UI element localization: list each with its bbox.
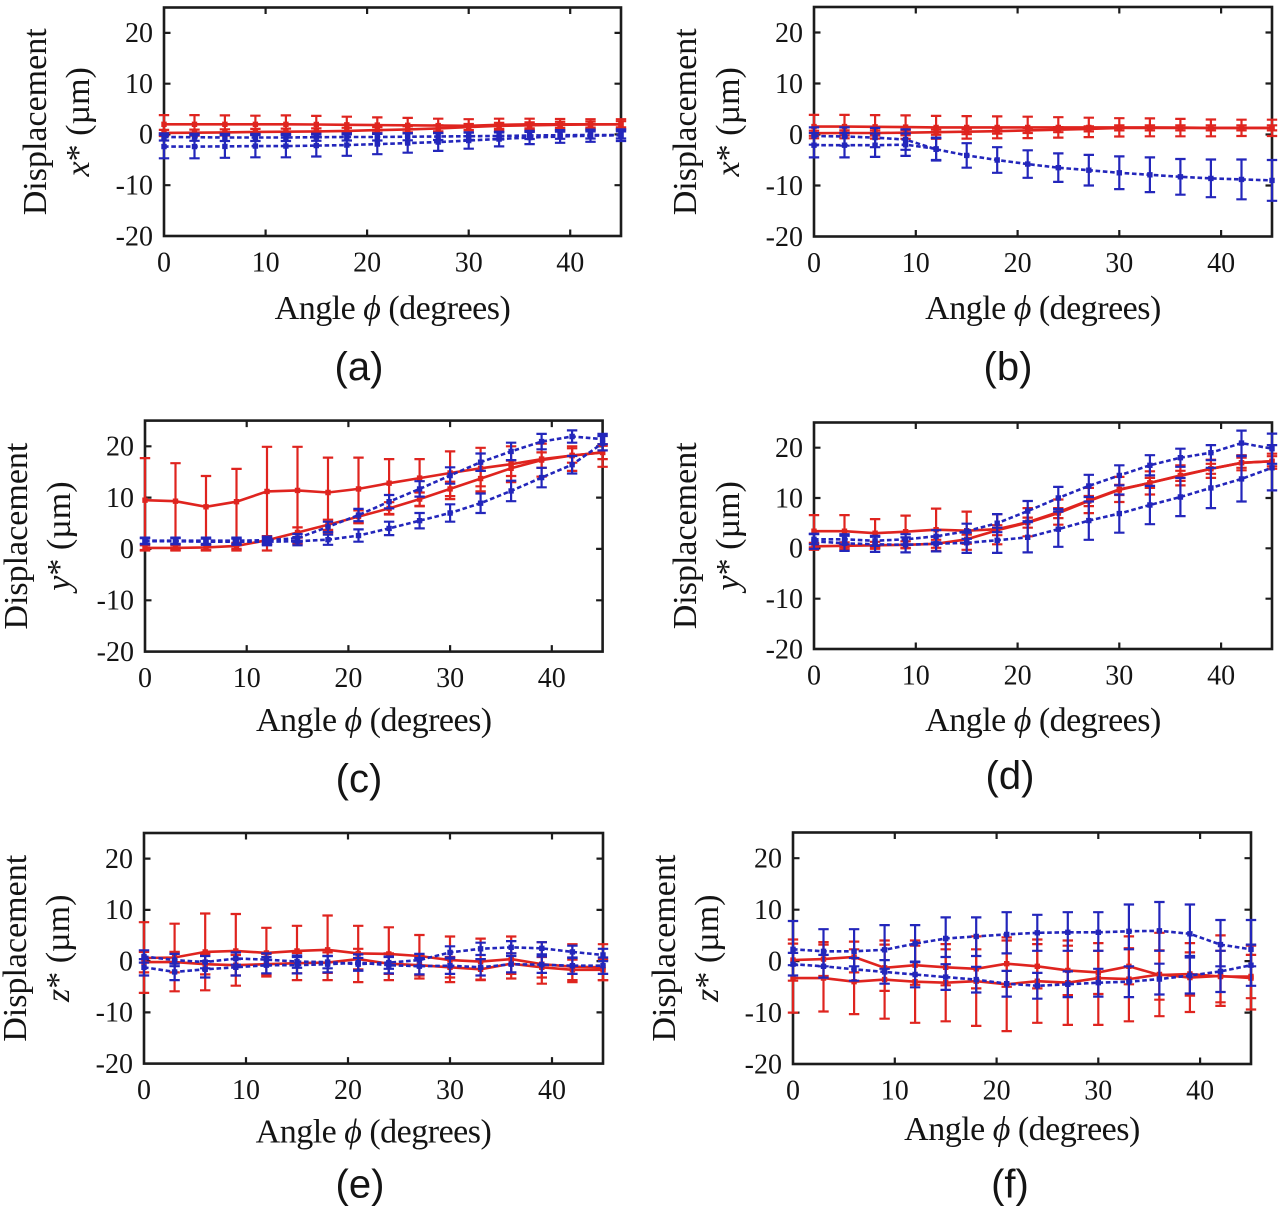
svg-text:10: 10 [252,248,280,279]
svg-text:20: 20 [775,433,803,464]
svg-text:10: 10 [233,663,261,694]
svg-text:x* (µm): x* (µm) [710,67,747,177]
svg-text:(b): (b) [984,345,1033,389]
svg-text:-20: -20 [97,637,134,668]
svg-text:40: 40 [1207,248,1235,279]
svg-text:40: 40 [538,1075,566,1106]
svg-text:Angle ϕ (degrees): Angle ϕ (degrees) [925,290,1161,327]
svg-text:(d): (d) [986,754,1035,798]
svg-text:(e): (e) [336,1163,385,1207]
svg-text:30: 30 [1084,1076,1112,1107]
svg-text:0: 0 [807,661,821,692]
svg-text:20: 20 [775,18,803,49]
svg-text:(a): (a) [335,345,384,389]
svg-text:Displacement: Displacement [667,442,704,629]
svg-text:0: 0 [789,534,803,565]
svg-text:-20: -20 [116,221,153,252]
svg-text:20: 20 [353,248,381,279]
svg-text:30: 30 [455,248,483,279]
svg-text:0: 0 [138,663,152,694]
svg-text:-10: -10 [766,584,803,615]
svg-text:Angle ϕ (degrees): Angle ϕ (degrees) [275,290,511,327]
svg-text:30: 30 [1105,248,1133,279]
svg-text:40: 40 [556,248,584,279]
svg-text:x* (µm): x* (µm) [60,67,97,177]
svg-text:20: 20 [125,18,153,49]
svg-text:-10: -10 [97,586,134,617]
svg-text:10: 10 [754,895,782,926]
svg-text:30: 30 [1105,661,1133,692]
svg-text:-10: -10 [745,998,782,1029]
svg-text:Displacement: Displacement [0,854,34,1041]
svg-text:-10: -10 [116,171,153,202]
svg-text:-10: -10 [766,171,803,202]
svg-text:y* (µm): y* (µm) [710,481,747,593]
svg-text:20: 20 [105,844,133,875]
svg-text:Angle ϕ (degrees): Angle ϕ (degrees) [256,702,492,739]
svg-text:0: 0 [807,248,821,279]
svg-text:10: 10 [232,1075,260,1106]
svg-text:10: 10 [775,69,803,100]
svg-text:(c): (c) [336,757,383,801]
svg-text:20: 20 [334,663,362,694]
svg-text:0: 0 [157,248,171,279]
svg-text:y* (µm): y* (µm) [41,481,78,593]
svg-text:-20: -20 [766,634,803,665]
svg-text:0: 0 [137,1075,151,1106]
svg-text:(f): (f) [991,1163,1029,1207]
svg-text:Displacement: Displacement [0,442,35,629]
svg-text:-20: -20 [745,1049,782,1080]
svg-text:40: 40 [538,663,566,694]
svg-text:10: 10 [902,248,930,279]
svg-text:Displacement: Displacement [667,28,704,215]
svg-text:40: 40 [1186,1076,1214,1107]
svg-text:10: 10 [881,1076,909,1107]
svg-text:20: 20 [1004,248,1032,279]
svg-text:Angle ϕ (degrees): Angle ϕ (degrees) [256,1114,492,1151]
svg-text:0: 0 [768,946,782,977]
svg-text:10: 10 [106,483,134,514]
svg-text:0: 0 [119,946,133,977]
svg-text:10: 10 [902,661,930,692]
svg-text:Displacement: Displacement [17,28,54,215]
svg-text:-10: -10 [96,998,133,1029]
svg-text:20: 20 [983,1076,1011,1107]
svg-text:z* (µm): z* (µm) [689,894,726,1002]
svg-text:40: 40 [1207,661,1235,692]
svg-text:Angle ϕ (degrees): Angle ϕ (degrees) [925,702,1161,739]
svg-text:0: 0 [139,120,153,151]
svg-text:-20: -20 [766,222,803,253]
svg-text:0: 0 [120,534,134,565]
svg-text:20: 20 [334,1075,362,1106]
svg-text:0: 0 [786,1076,800,1107]
svg-text:30: 30 [436,1075,464,1106]
svg-text:20: 20 [1004,661,1032,692]
svg-text:20: 20 [106,432,134,463]
svg-text:0: 0 [789,120,803,151]
svg-text:Angle ϕ (degrees): Angle ϕ (degrees) [904,1111,1140,1148]
svg-text:10: 10 [775,483,803,514]
svg-text:20: 20 [754,844,782,875]
svg-text:-20: -20 [96,1049,133,1080]
svg-text:10: 10 [125,69,153,100]
svg-text:z* (µm): z* (µm) [40,895,77,1003]
svg-text:30: 30 [436,663,464,694]
svg-text:Displacement: Displacement [646,854,683,1041]
svg-text:10: 10 [105,895,133,926]
